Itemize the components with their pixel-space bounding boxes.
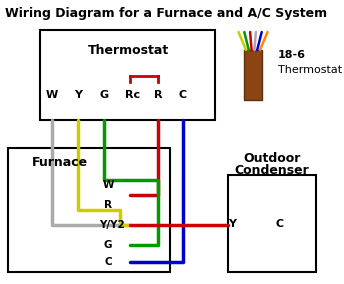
Text: G: G	[99, 90, 109, 100]
Text: C: C	[104, 257, 112, 267]
Text: Thermostat: Thermostat	[87, 43, 169, 57]
Text: Y: Y	[74, 90, 82, 100]
Bar	[228, 175, 316, 272]
Text: W: W	[46, 90, 58, 100]
Text: C: C	[276, 219, 284, 229]
Text: R: R	[154, 90, 162, 100]
Text: C: C	[179, 90, 187, 100]
Text: 18-6: 18-6	[278, 50, 306, 60]
Text: Outdoor: Outdoor	[243, 151, 301, 164]
Bar	[8, 148, 170, 272]
Bar	[40, 30, 215, 120]
Text: Y/Y2: Y/Y2	[99, 220, 125, 230]
Bar	[244, 50, 262, 100]
Text: Y: Y	[228, 219, 236, 229]
Text: Rc: Rc	[126, 90, 141, 100]
Text: Thermostat Wire: Thermostat Wire	[278, 65, 344, 75]
Text: Wiring Diagram for a Furnace and A/C System: Wiring Diagram for a Furnace and A/C Sys…	[5, 7, 327, 20]
Text: Condenser: Condenser	[235, 164, 309, 176]
Text: G: G	[104, 240, 112, 250]
Text: R: R	[104, 200, 112, 210]
Text: W: W	[102, 180, 114, 190]
Text: Furnace: Furnace	[32, 156, 88, 170]
